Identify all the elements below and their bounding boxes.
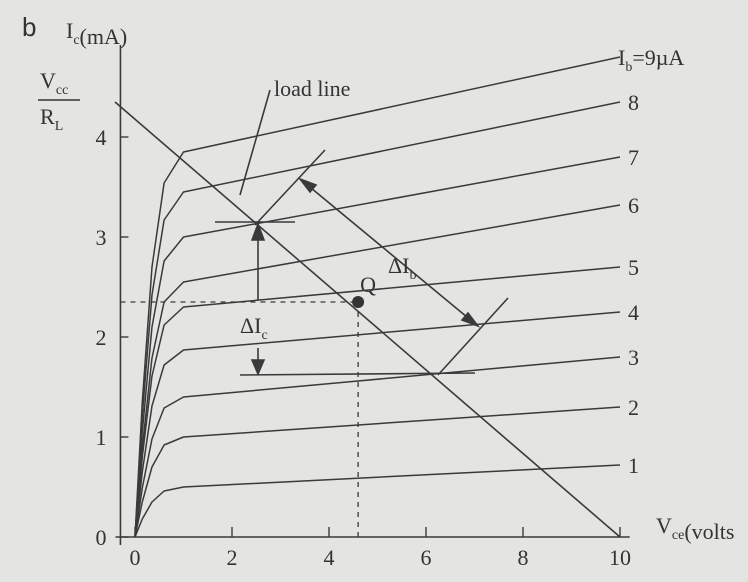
y-tick-label: 4 [95, 125, 106, 150]
y-tick-label: 3 [95, 225, 106, 250]
load-line [114, 101, 621, 538]
x-tick-label: 10 [609, 545, 631, 570]
characteristic-curve [134, 311, 621, 538]
arrow-head [460, 311, 481, 328]
curve-label: 6 [628, 193, 639, 218]
characteristic-curve [134, 204, 621, 538]
panel-label: b [22, 12, 36, 42]
characteristic-curve [134, 56, 621, 538]
arrow-head [250, 221, 266, 241]
part: I [618, 45, 625, 70]
curve-label: 2 [628, 395, 639, 420]
y-axis-label-part: c [73, 33, 79, 48]
x-axis-label-part: ce [672, 528, 684, 543]
y-axis-label-part: (mA) [80, 24, 128, 49]
curve-label: 7 [628, 145, 639, 170]
arrow-head [297, 177, 318, 194]
x-tick-label: 2 [227, 545, 238, 570]
x-axis-label-part: (volts [684, 519, 734, 544]
curve-label: 4 [628, 300, 639, 325]
arrow-head [250, 359, 266, 377]
part: = [632, 45, 644, 70]
delta-ic-label-part: ΔI [240, 313, 261, 338]
part: cc [56, 83, 68, 98]
intercept-denominator: RL [40, 104, 63, 134]
delta-ib-arrow [304, 182, 474, 323]
delta-ic-label-part: c [261, 328, 267, 343]
intercept-numerator: Vcc [40, 68, 68, 98]
characteristic-curve [134, 406, 621, 538]
y-tick-label: 1 [95, 425, 106, 450]
curve-label: 3 [628, 345, 639, 370]
annotation-lines [215, 89, 509, 377]
x-tick-label: 4 [324, 545, 335, 570]
curve-label: 8 [628, 90, 639, 115]
delta-ib-label: ΔIb [388, 253, 416, 283]
part: V [40, 68, 56, 93]
delta-ib-label-part: ΔI [388, 253, 409, 278]
part: L [55, 119, 64, 134]
curve-label: 5 [628, 255, 639, 280]
delta-ib-label-part: b [409, 268, 416, 283]
load-line-label: load line [274, 76, 350, 101]
x-tick-label: 0 [130, 545, 141, 570]
part: 9µA [645, 45, 685, 70]
x-tick-label: 6 [421, 545, 432, 570]
q-point [352, 296, 365, 308]
load-line-leader [239, 89, 271, 196]
curve-label: Ib=9µA [618, 45, 684, 75]
curve-label: 1 [628, 453, 639, 478]
part: b [625, 60, 632, 75]
y-axis-label: Ic(mA) [66, 18, 127, 49]
delta-ib-bottom [437, 297, 509, 376]
y-axis-label-part: I [66, 18, 73, 43]
delta-ic-label: ΔIc [240, 313, 268, 343]
part: R [40, 104, 55, 129]
q-label: Q [360, 272, 376, 297]
x-tick-label: 8 [518, 545, 529, 570]
characteristic-curve [134, 464, 621, 538]
x-axis-label-part: V [656, 513, 672, 538]
y-tick-label: 2 [95, 325, 106, 350]
characteristic-curve [134, 356, 621, 538]
x-axis-label: Vce(volts [656, 513, 734, 544]
delta-ib-top [254, 149, 326, 226]
y-tick-label: 0 [95, 525, 106, 550]
